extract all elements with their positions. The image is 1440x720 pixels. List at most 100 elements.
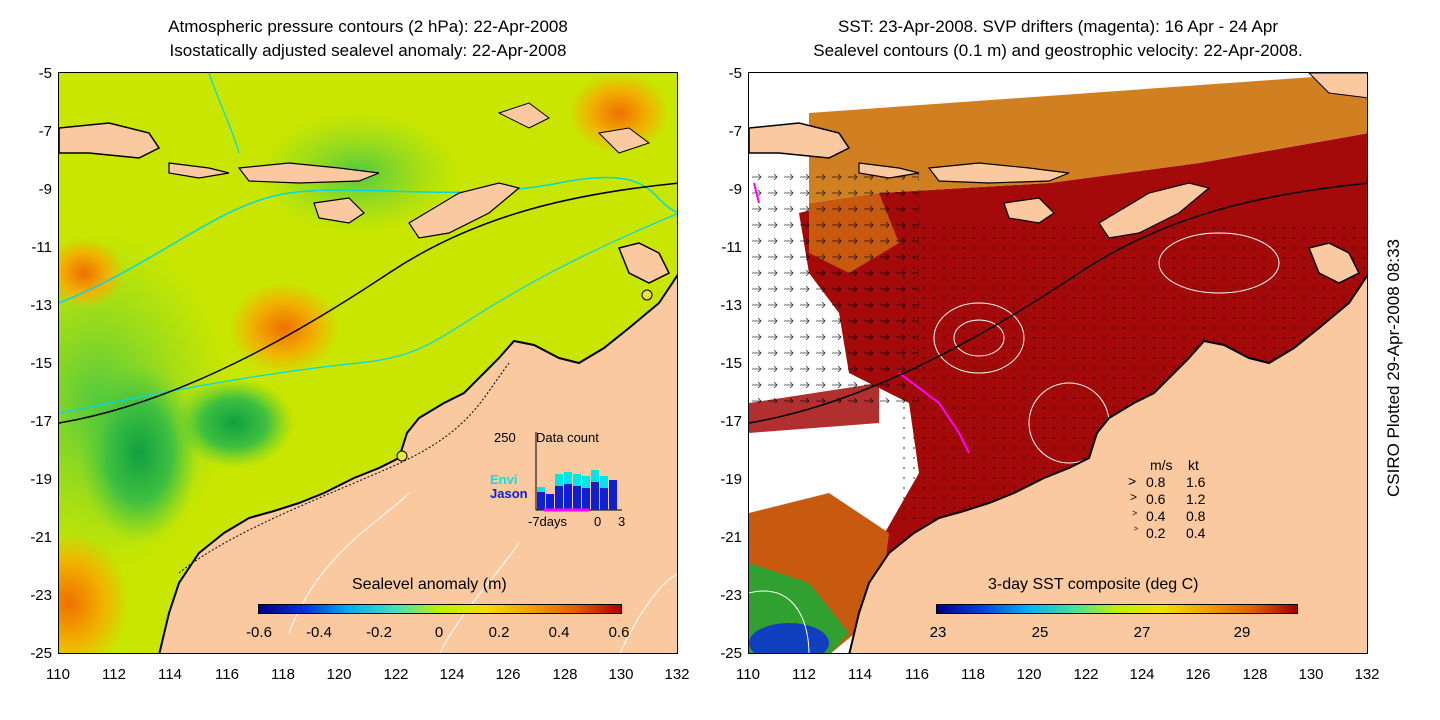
timor-island-sst <box>1098 182 1211 239</box>
inset-title: Data count <box>536 430 599 445</box>
island-cape-sst <box>1307 242 1361 284</box>
java-island <box>59 122 161 159</box>
velocity-arrow-2: > <box>1132 508 1138 518</box>
left-xtick-1: 112 <box>102 666 126 683</box>
inset-envi-label: Envi <box>490 472 518 487</box>
sla-colorbar-title: Sealevel anomaly (m) <box>352 576 507 593</box>
sla-high-3 <box>59 533 129 653</box>
right-xtick-4: 118 <box>961 666 985 683</box>
velocity-field-west <box>749 173 919 403</box>
island-ne-sst <box>1308 73 1367 99</box>
sla-cb-tick-6: 0.6 <box>608 624 630 641</box>
velocity-legend-kt-1: 1.2 <box>1186 491 1206 507</box>
sla-map-svg <box>59 73 677 653</box>
sumba-island <box>313 197 365 224</box>
right-xtick-8: 126 <box>1185 666 1211 683</box>
left-xtick-2: 114 <box>158 666 182 683</box>
left-ytick-10: -25 <box>30 645 52 662</box>
sst-cb-tick-3: 29 <box>1233 624 1251 641</box>
tide-gauge-broome <box>396 450 408 462</box>
sst-colorbar-title: 3-day SST composite (deg C) <box>988 576 1199 593</box>
data-count-inset: 250 Data count Envi Jason -7days 0 3 <box>480 428 640 533</box>
right-xtick-5: 120 <box>1016 666 1042 683</box>
sla-high-1 <box>59 238 124 308</box>
sst-cb-tick-0: 23 <box>929 624 947 641</box>
velocity-arrow-0: > <box>1128 473 1137 489</box>
left-ytick-7: -19 <box>30 471 52 488</box>
tide-gauge-darwin <box>641 289 653 301</box>
right-xtick-9: 128 <box>1242 666 1268 683</box>
inset-x-start: -7days <box>528 514 568 529</box>
sealevel-contour-3 <box>1158 232 1280 294</box>
java-island-sst <box>749 122 851 159</box>
sst-map <box>748 72 1368 654</box>
left-ytick-5: -15 <box>30 355 52 372</box>
sealevel-contour-1 <box>933 302 1025 374</box>
right-ytick-7: -19 <box>720 471 742 488</box>
left-xtick-9: 128 <box>552 666 578 683</box>
pressure-contour-2 <box>59 213 677 414</box>
land-contour-2 <box>439 542 520 653</box>
left-ytick-3: -11 <box>31 239 52 256</box>
island-small-1 <box>497 102 550 129</box>
right-xtick-3: 116 <box>905 666 929 683</box>
right-xtick-11: 132 <box>1354 666 1380 683</box>
shelf-contour-sst <box>749 182 1367 424</box>
left-title-line1: Atmospheric pressure contours (2 hPa): 2… <box>168 17 568 36</box>
svp-drifter-track-2 <box>753 182 760 204</box>
inset-bars <box>537 470 617 510</box>
right-ytick-4: -13 <box>720 297 742 314</box>
timor-island <box>408 182 521 239</box>
right-xtick-2: 114 <box>848 666 872 683</box>
right-ytick-3: -11 <box>721 239 742 256</box>
right-xtick-7: 124 <box>1129 666 1155 683</box>
inset-jason-label: Jason <box>490 486 528 501</box>
sla-low-west <box>79 363 199 543</box>
inset-x-end: 3 <box>618 514 626 529</box>
sst-map-svg <box>749 73 1367 653</box>
bali-island-sst <box>858 162 920 179</box>
pressure-contour-3 <box>208 73 240 154</box>
sst-colorbar <box>936 604 1298 614</box>
left-ytick-0: -5 <box>38 65 52 82</box>
island-small-2 <box>597 127 651 154</box>
sla-cb-tick-3: 0 <box>434 624 444 641</box>
sealevel-contour-2 <box>953 319 1005 357</box>
left-xtick-5: 120 <box>326 666 352 683</box>
left-xtick-4: 118 <box>271 666 295 683</box>
sla-low-center <box>174 378 294 468</box>
left-ytick-6: -17 <box>30 413 52 430</box>
flores-island-sst <box>927 162 1070 184</box>
australia-land-sst <box>848 274 1367 653</box>
right-ytick-9: -23 <box>720 587 742 604</box>
csiro-credit: CSIRO Plotted 29-Apr-2008 08:33 <box>1384 239 1403 497</box>
inset-bar-chart <box>535 432 622 512</box>
left-title-line2: Isostatically adjusted sealevel anomaly:… <box>169 41 567 60</box>
left-ytick-8: -21 <box>30 529 52 546</box>
left-xtick-8: 126 <box>495 666 521 683</box>
velocity-legend-kt-0: 1.6 <box>1186 474 1206 490</box>
right-xtick-10: 130 <box>1298 666 1324 683</box>
left-xtick-3: 116 <box>215 666 239 683</box>
left-xtick-10: 130 <box>608 666 634 683</box>
right-ytick-2: -9 <box>728 181 742 198</box>
left-xtick-11: 132 <box>664 666 690 683</box>
sla-high-2 <box>229 283 339 373</box>
velocity-legend: m/s kt > 0.8 1.6 > 0.6 1.2 > 0.4 0.8 > 0… <box>1128 457 1238 547</box>
island-cape <box>617 242 671 284</box>
right-ytick-1: -7 <box>728 123 742 140</box>
velocity-legend-ms-3: 0.2 <box>1146 525 1166 541</box>
svp-drifter-track-1 <box>898 372 970 454</box>
left-ytick-4: -13 <box>30 297 52 314</box>
sealevel-contour-5 <box>749 590 810 653</box>
right-xtick-6: 122 <box>1073 666 1099 683</box>
right-xtick-1: 112 <box>792 666 816 683</box>
sla-cb-tick-5: 0.4 <box>548 624 570 641</box>
sla-cb-tick-4: 0.2 <box>488 624 510 641</box>
right-ytick-8: -21 <box>720 529 742 546</box>
right-ytick-6: -17 <box>720 413 742 430</box>
inset-max-label: 250 <box>494 430 516 445</box>
left-xtick-7: 124 <box>439 666 465 683</box>
left-ytick-1: -7 <box>38 123 52 140</box>
sla-high-4 <box>569 73 669 153</box>
